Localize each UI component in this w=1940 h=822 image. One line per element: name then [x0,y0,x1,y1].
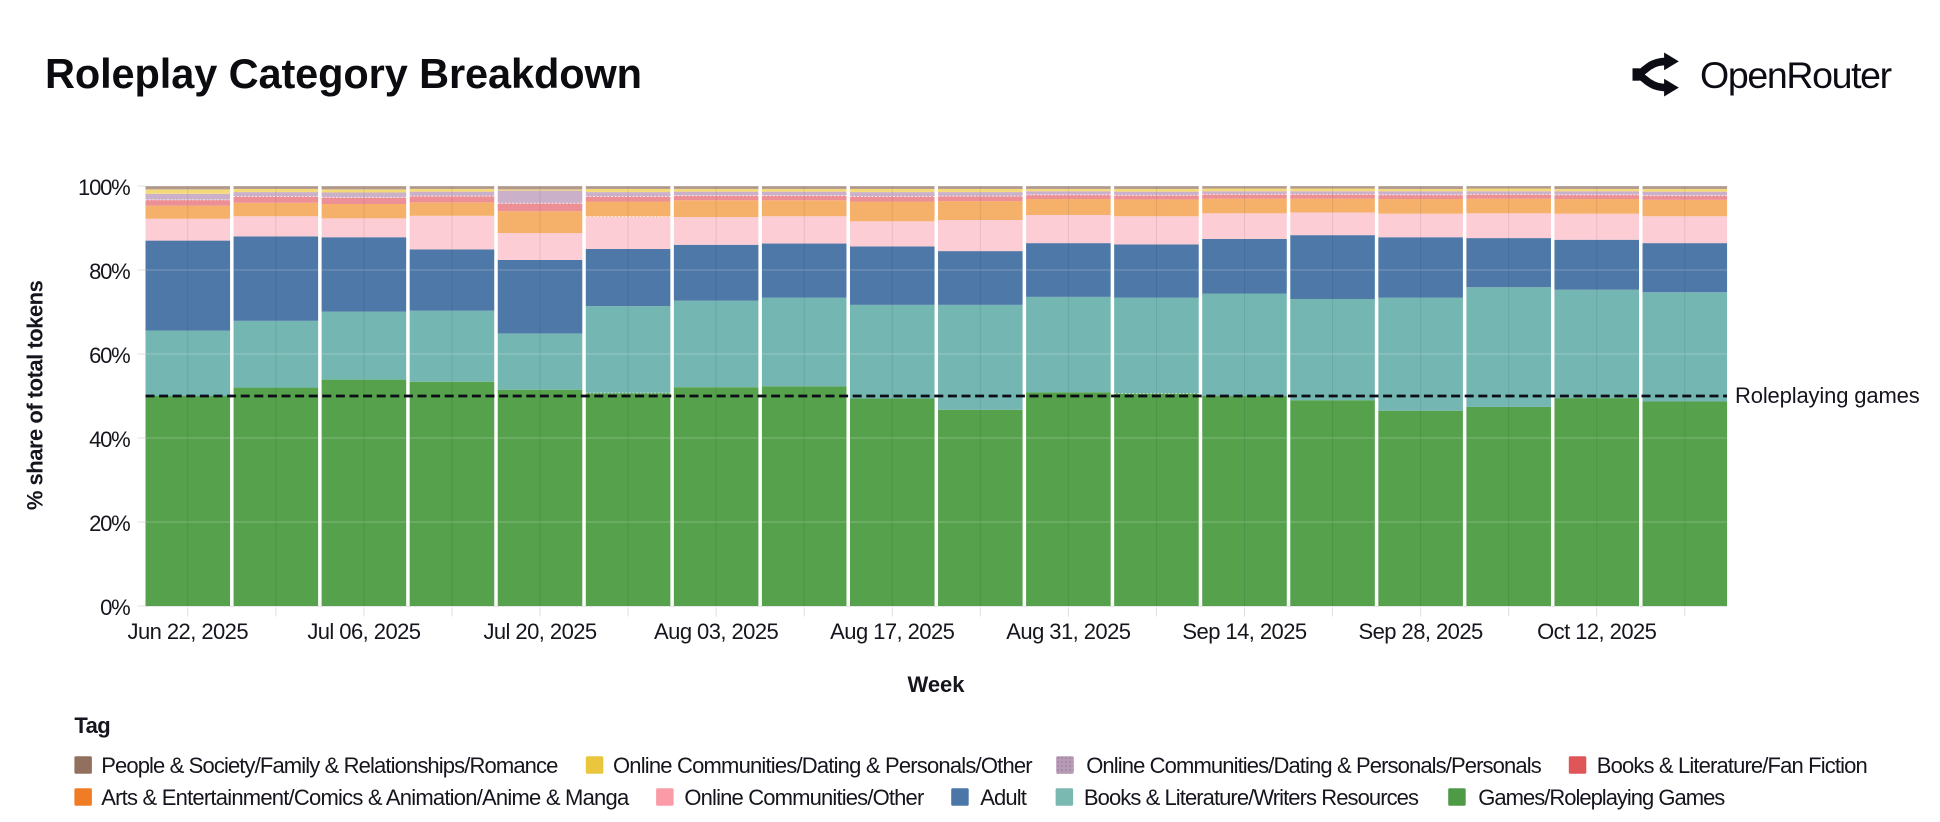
svg-text:OpenRouter: OpenRouter [1700,54,1892,96]
svg-text:Online Communities/Other: Online Communities/Other [684,785,924,810]
svg-text:Adult: Adult [980,785,1026,810]
svg-text:Oct 12, 2025: Oct 12, 2025 [1537,619,1657,644]
svg-text:Tag: Tag [74,713,110,738]
svg-text:Online Communities/Dating & Pe: Online Communities/Dating & Personals/Pe… [1086,753,1542,778]
svg-text:People & Society/Family & Rela: People & Society/Family & Relationships/… [101,753,558,778]
svg-text:Aug 17, 2025: Aug 17, 2025 [830,619,954,644]
svg-text:Sep 14, 2025: Sep 14, 2025 [1182,619,1306,644]
svg-text:60%: 60% [89,343,130,368]
svg-text:Jun 22, 2025: Jun 22, 2025 [128,619,249,644]
svg-text:Sep 28, 2025: Sep 28, 2025 [1359,619,1483,644]
svg-text:Aug 03, 2025: Aug 03, 2025 [654,619,778,644]
svg-text:20%: 20% [89,511,130,536]
svg-text:0%: 0% [100,595,130,620]
svg-text:Online Communities/Dating & Pe: Online Communities/Dating & Personals/Ot… [613,753,1032,778]
svg-text:Aug 31, 2025: Aug 31, 2025 [1006,619,1130,644]
svg-text:% share of total tokens: % share of total tokens [23,280,48,510]
svg-text:100%: 100% [78,175,130,200]
svg-text:Jul 20, 2025: Jul 20, 2025 [483,619,596,644]
svg-text:Books & Literature/Fan Fiction: Books & Literature/Fan Fiction [1597,753,1867,778]
svg-text:Week: Week [907,672,965,697]
svg-text:Roleplaying games: Roleplaying games [1735,383,1920,408]
svg-text:Games/Roleplaying Games: Games/Roleplaying Games [1478,785,1725,810]
svg-text:Jul 06, 2025: Jul 06, 2025 [307,619,420,644]
svg-text:80%: 80% [89,259,130,284]
svg-text:Roleplay Category Breakdown: Roleplay Category Breakdown [45,50,642,97]
svg-text:Arts & Entertainment/Comics &: Arts & Entertainment/Comics & Animation/… [101,785,630,810]
svg-text:Books & Literature/Writers Res: Books & Literature/Writers Resources [1084,785,1419,810]
svg-text:40%: 40% [89,427,130,452]
